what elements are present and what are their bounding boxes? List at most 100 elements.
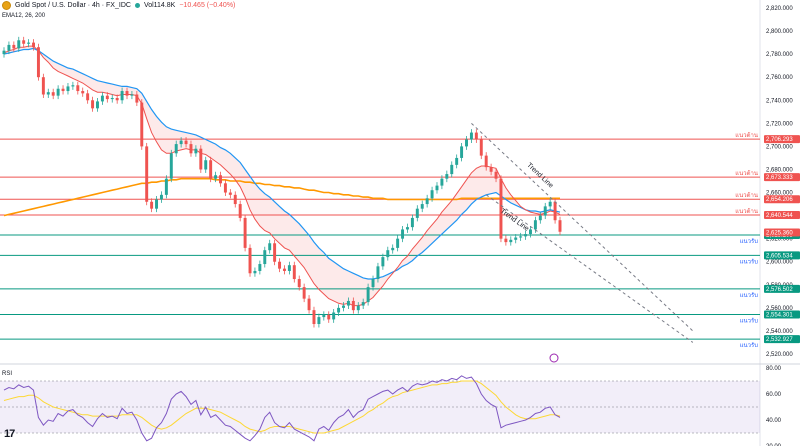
- candle-body: [12, 44, 16, 49]
- candle-body: [366, 287, 370, 303]
- candle-body: [258, 264, 262, 271]
- candle-body: [145, 146, 149, 202]
- candle-body: [420, 204, 424, 209]
- candle-body: [391, 247, 395, 251]
- candle-body: [514, 237, 518, 240]
- candle-body: [327, 314, 331, 320]
- support-price-tag: [764, 310, 800, 319]
- candle-body: [86, 93, 90, 101]
- y-tick-label: 2,540.000: [766, 329, 793, 335]
- support-label: แนวรับ: [740, 342, 759, 349]
- candle-body: [159, 194, 163, 200]
- candle-body: [381, 257, 385, 267]
- candle-body: [214, 175, 218, 179]
- tradingview-logo[interactable]: 17: [4, 428, 15, 440]
- candle-body: [410, 217, 414, 228]
- rsi-tick-label: 60.00: [766, 392, 782, 398]
- candle-body: [81, 91, 85, 94]
- candle-body: [361, 302, 365, 306]
- candle-body: [278, 261, 282, 269]
- candle-body: [46, 92, 50, 95]
- candle-body: [435, 185, 439, 191]
- candle-body: [140, 102, 144, 147]
- candle-body: [189, 144, 193, 154]
- y-tick-label: 2,720.000: [766, 121, 793, 127]
- rsi-ma-line: [3, 380, 561, 434]
- candle-body: [169, 153, 173, 179]
- candle-body: [302, 287, 306, 299]
- candle-body: [524, 234, 528, 237]
- candle-body: [346, 300, 350, 306]
- candle-body: [543, 206, 547, 216]
- trend-line: [485, 194, 694, 343]
- y-tick-label: 2,620.000: [766, 237, 793, 243]
- candle-body: [484, 155, 488, 168]
- symbol-title[interactable]: Gold Spot / U.S. Dollar · 4h · FX_IDC: [15, 2, 131, 9]
- candle-body: [371, 279, 375, 288]
- rsi-indicator-label[interactable]: RSI: [2, 371, 13, 377]
- candle-body: [396, 238, 400, 248]
- candle-body: [509, 239, 513, 243]
- support-price-text: 2,554.301: [766, 312, 793, 318]
- market-open-icon: [134, 3, 140, 8]
- candle-body: [519, 236, 523, 238]
- candle-body: [179, 140, 183, 145]
- candle-body: [553, 201, 557, 221]
- resistance-label: แนวต้าน: [735, 208, 758, 215]
- candle-body: [7, 44, 11, 51]
- rsi-tick-label: 80.00: [766, 366, 782, 372]
- y-tick-label: 2,520.000: [766, 352, 793, 358]
- candle-body: [317, 317, 321, 325]
- candle-body: [282, 268, 286, 271]
- resistance-price-text: 2,654.206: [766, 197, 793, 203]
- candle-body: [356, 305, 360, 311]
- resistance-price-text: 2,706.293: [766, 137, 793, 143]
- candle-body: [405, 227, 409, 230]
- candle-body: [17, 40, 21, 49]
- candle-body: [337, 307, 341, 313]
- candle-body: [494, 171, 498, 179]
- candle-body: [401, 229, 405, 239]
- support-price-tag: [764, 284, 800, 293]
- support-label: แนวรับ: [740, 258, 759, 265]
- y-tick-label: 2,680.000: [766, 167, 793, 173]
- candle-body: [415, 208, 419, 218]
- support-label: แนวรับ: [740, 317, 759, 324]
- candle-body: [56, 88, 60, 96]
- support-price-text: 2,605.534: [766, 253, 793, 259]
- candle-body: [243, 217, 247, 248]
- candle-body: [27, 42, 31, 44]
- rsi-line: [3, 375, 561, 442]
- resistance-price-text: 2,673.333: [766, 175, 793, 181]
- candle-body: [460, 146, 464, 158]
- resistance-label: แนวต้าน: [735, 132, 758, 139]
- candle-body: [233, 194, 237, 205]
- candle-body: [219, 175, 222, 184]
- candle-body: [199, 148, 203, 170]
- candle-body: [36, 47, 40, 78]
- resistance-label: แนวต้าน: [735, 192, 758, 199]
- candle-body: [164, 178, 168, 195]
- price-change: −10.465 (−0.40%): [179, 2, 236, 9]
- symbol-header: Gold Spot / U.S. Dollar · 4h · FX_IDC Vo…: [2, 1, 235, 10]
- candle-body: [120, 91, 124, 101]
- candle-body: [71, 85, 75, 87]
- last-price-text: 2,625.360: [766, 230, 793, 236]
- candle-body: [342, 305, 345, 308]
- candle-body: [332, 312, 336, 320]
- candle-body: [174, 144, 178, 154]
- candle-body: [529, 229, 532, 235]
- candle-body: [61, 88, 65, 92]
- candle-body: [209, 160, 213, 179]
- candle-body: [248, 247, 252, 274]
- candle-body: [155, 199, 159, 209]
- support-label: แนวรับ: [740, 238, 759, 245]
- y-tick-label: 2,600.000: [766, 260, 793, 266]
- y-tick-label: 2,560.000: [766, 306, 793, 312]
- candle-body: [194, 148, 198, 154]
- ema-indicator-label[interactable]: EMA12, 26, 200: [2, 13, 46, 19]
- lightning-icon: [549, 353, 559, 363]
- support-price-text: 2,576.502: [766, 287, 793, 293]
